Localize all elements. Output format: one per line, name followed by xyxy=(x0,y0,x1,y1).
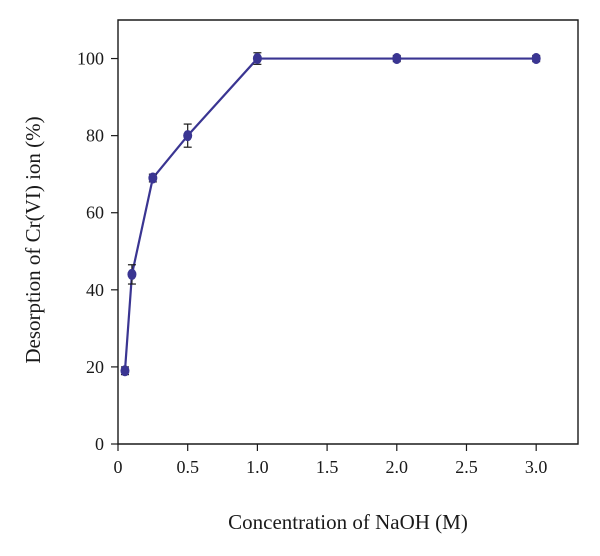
x-tick-label: 0.5 xyxy=(176,457,199,477)
x-axis-label: Concentration of NaOH (M) xyxy=(228,510,468,534)
data-point xyxy=(183,130,193,142)
axes xyxy=(117,19,579,445)
x-tick-label: 2.0 xyxy=(386,457,409,477)
y-tick-label: 60 xyxy=(86,203,104,223)
data-point xyxy=(252,53,262,65)
y-tick-label: 20 xyxy=(86,357,104,377)
data-point xyxy=(531,53,541,65)
x-tick-label: 3.0 xyxy=(525,457,548,477)
y-tick-label: 40 xyxy=(86,280,104,300)
series-line xyxy=(123,57,537,371)
data-point xyxy=(127,268,137,280)
plot-area xyxy=(120,52,541,377)
x-tick-label: 0 xyxy=(114,457,123,477)
data-point xyxy=(392,53,402,65)
data-point xyxy=(120,365,130,377)
y-tick-label: 80 xyxy=(86,126,104,146)
y-axis-ticks: 0 20 40 60 80 100 xyxy=(77,49,118,454)
x-tick-label: 1.0 xyxy=(246,457,269,477)
x-tick-label: 2.5 xyxy=(455,457,478,477)
y-axis-label: Desorption of Cr(VI) ion (%) xyxy=(21,116,45,363)
x-axis-ticks: 0 0.5 1.0 1.5 2.0 2.5 3.0 xyxy=(114,444,548,477)
plot-frame xyxy=(117,19,579,445)
x-tick-label: 1.5 xyxy=(316,457,339,477)
y-tick-label: 100 xyxy=(77,49,104,69)
y-tick-label: 0 xyxy=(95,434,104,454)
data-point xyxy=(148,172,158,184)
